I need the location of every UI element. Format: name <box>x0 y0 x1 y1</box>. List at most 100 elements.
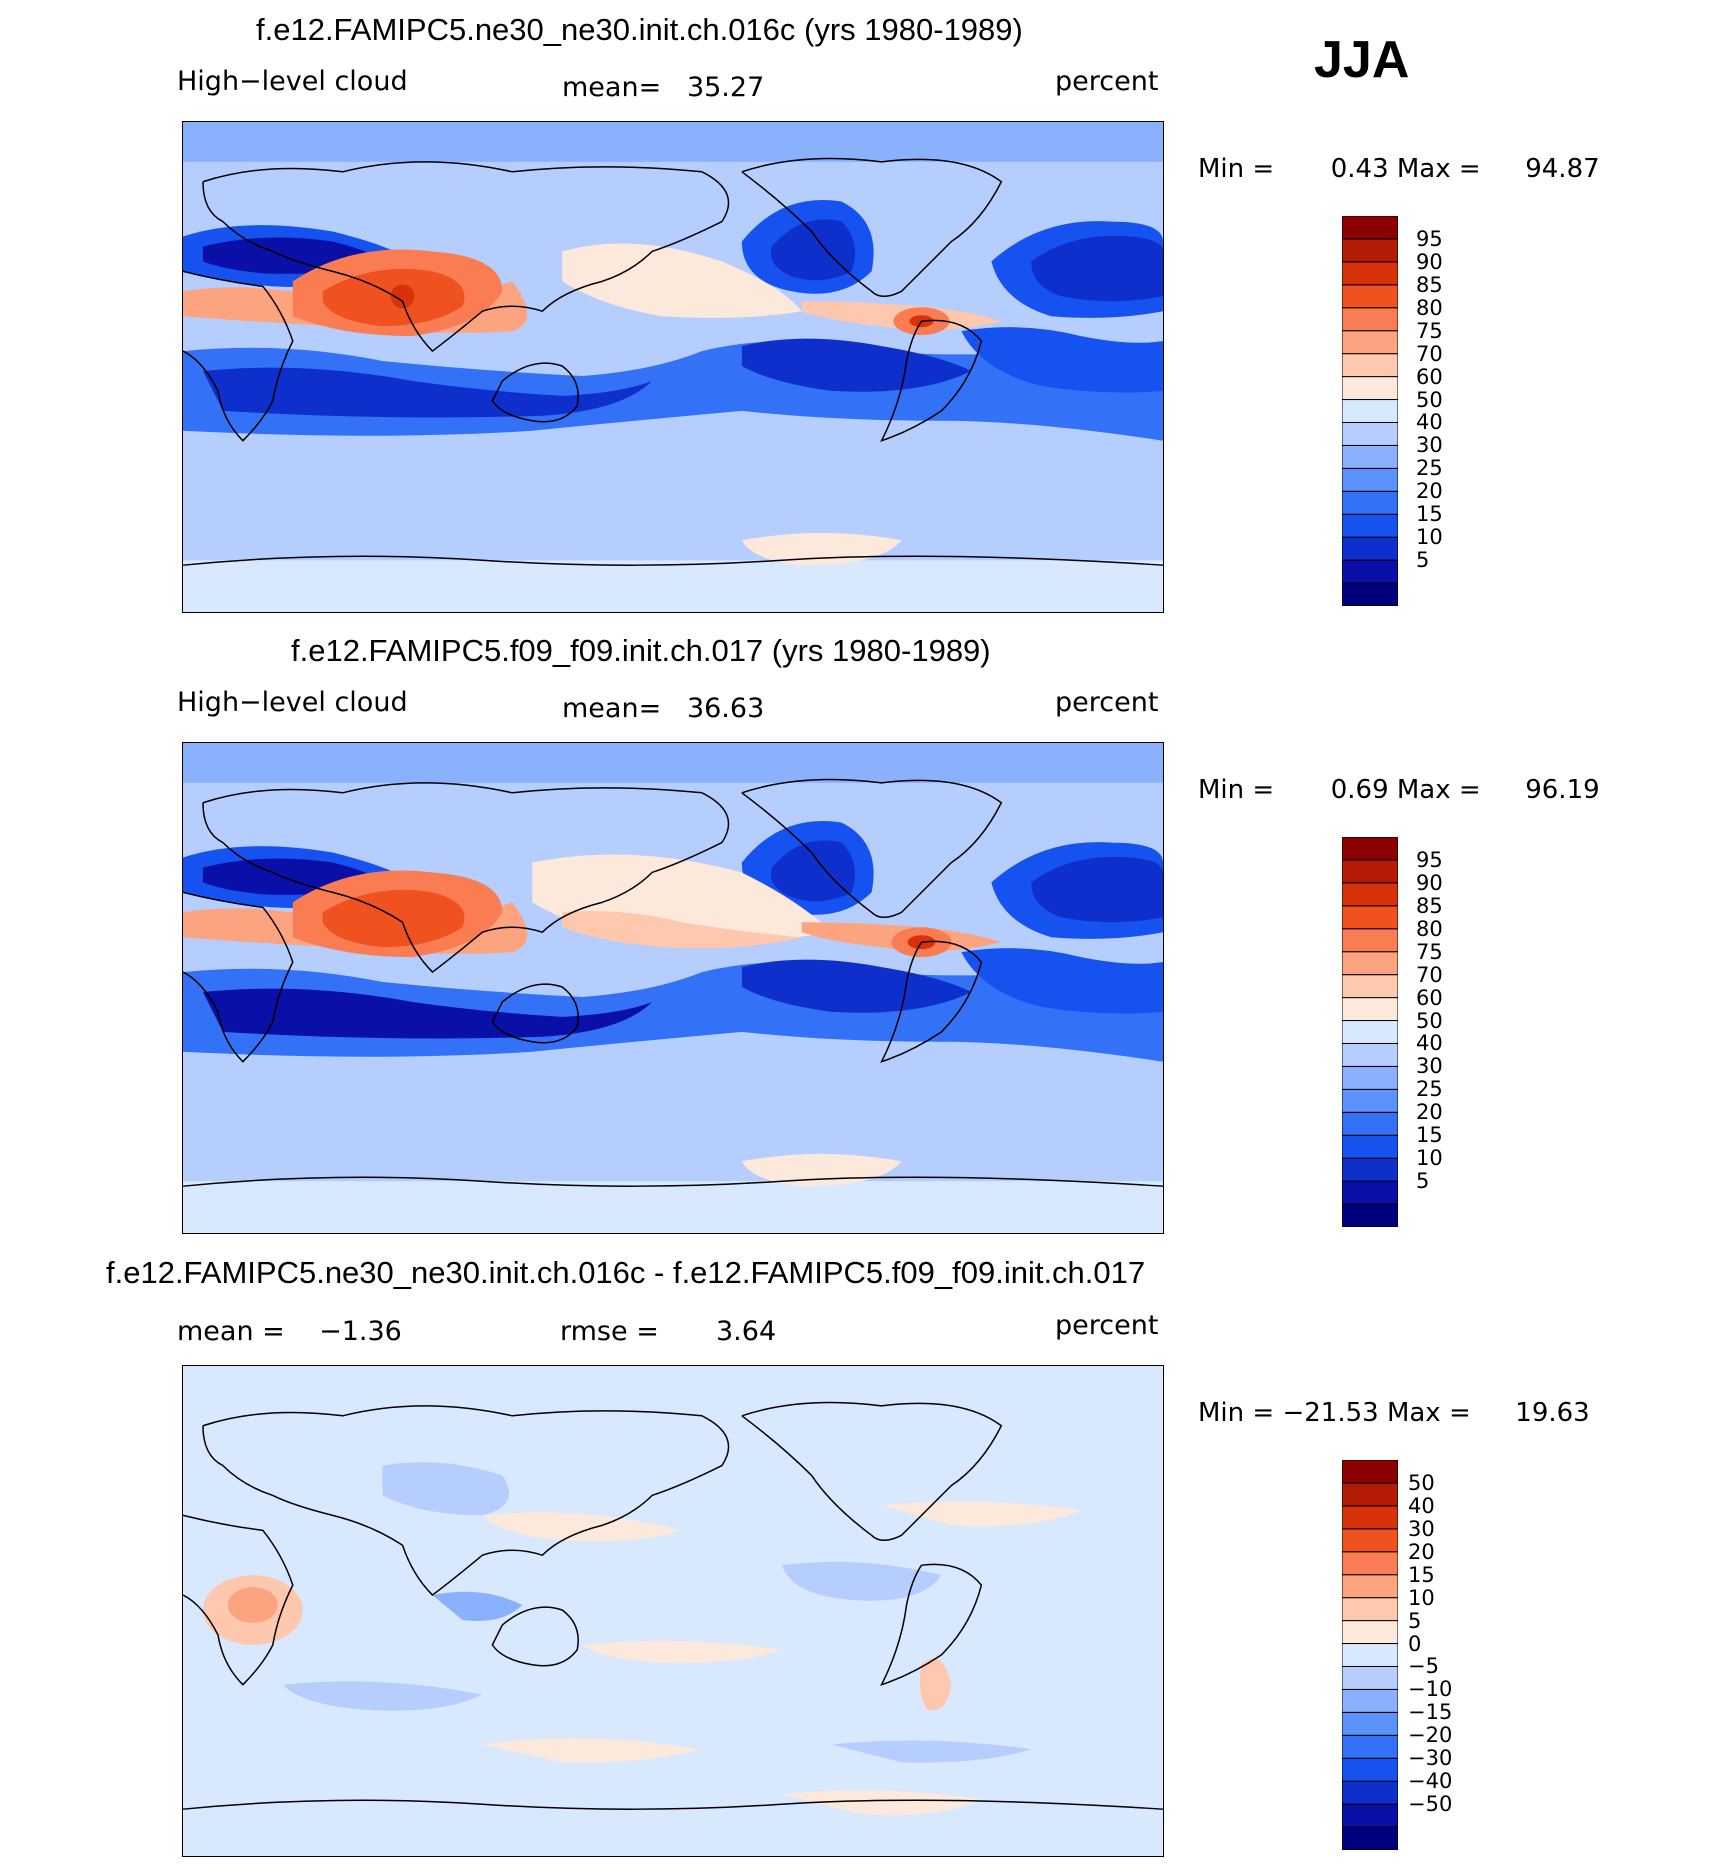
colorbar-swatch <box>1342 513 1398 538</box>
colorbar-swatch <box>1342 1020 1398 1044</box>
panel2-max-value: 96.19 <box>1525 775 1600 805</box>
panel1-colorbar <box>1342 216 1398 606</box>
colorbar-swatch <box>1342 1803 1398 1828</box>
panel1-colorbar-svg <box>1342 216 1398 606</box>
season-label: JJA <box>1314 31 1410 89</box>
colorbar-tick-label: 20 <box>1416 1100 1443 1125</box>
colorbar-swatch <box>1342 859 1398 884</box>
colorbar-tick-label: 20 <box>1408 1539 1435 1564</box>
panel1-variable-label: High−level cloud <box>177 66 408 97</box>
colorbar-swatch <box>1342 928 1398 953</box>
colorbar-tick-label: 85 <box>1416 893 1443 918</box>
panel1-max-label: Max = <box>1396 154 1481 184</box>
colorbar-swatch <box>1342 490 1398 515</box>
colorbar-tick-label: 5 <box>1416 1169 1430 1194</box>
colorbar-swatch <box>1342 1042 1398 1067</box>
colorbar-swatch <box>1342 1065 1398 1090</box>
colorbar-swatch <box>1342 376 1398 401</box>
colorbar-tick-label: 5 <box>1408 1608 1422 1633</box>
panel2-mean-label: mean= <box>562 693 662 724</box>
panel1-minmax: Min = 0.43 Max = 94.87 <box>1198 154 1600 184</box>
panel3-title: f.e12.FAMIPC5.ne30_ne30.init.ch.016c - f… <box>106 1255 1146 1290</box>
colorbar-swatch <box>1342 216 1398 240</box>
colorbar-tick-label: 30 <box>1408 1516 1435 1541</box>
colorbar-swatch <box>1342 1134 1398 1159</box>
colorbar-swatch <box>1342 974 1398 999</box>
colorbar-tick-label: 40 <box>1408 1493 1435 1518</box>
colorbar-swatch <box>1342 1574 1398 1599</box>
colorbar-tick-label: −20 <box>1408 1723 1453 1748</box>
colorbar-swatch <box>1342 1157 1398 1182</box>
colorbar-swatch <box>1342 1780 1398 1805</box>
colorbar-swatch <box>1342 444 1398 469</box>
colorbar-swatch <box>1342 261 1398 286</box>
colorbar-tick-label: 10 <box>1416 1146 1443 1171</box>
colorbar-swatch <box>1342 905 1398 930</box>
colorbar-tick-label: 10 <box>1416 525 1443 550</box>
colorbar-tick-label: −15 <box>1408 1700 1453 1725</box>
colorbar-tick-label: 60 <box>1416 985 1443 1010</box>
colorbar-tick-label: 30 <box>1416 1054 1443 1079</box>
panel1-min-label: Min = <box>1198 154 1275 184</box>
colorbar-swatch <box>1342 238 1398 263</box>
colorbar-tick-label: 80 <box>1416 916 1443 941</box>
panel1-mean-value: 35.27 <box>686 72 765 103</box>
panel2-mean-value: 36.63 <box>686 693 765 724</box>
colorbar-tick-label: 85 <box>1416 272 1443 297</box>
panel2-min-value: 0.69 <box>1330 775 1389 805</box>
colorbar-tick-label: 0 <box>1408 1631 1422 1656</box>
colorbar-tick-label: 25 <box>1416 1077 1443 1102</box>
colorbar-swatch <box>1342 536 1398 561</box>
colorbar-swatch <box>1342 1088 1398 1113</box>
colorbar-tick-label: 40 <box>1416 410 1443 435</box>
colorbar-tick-label: 5 <box>1416 548 1430 573</box>
colorbar-swatch <box>1342 330 1398 355</box>
colorbar-swatch <box>1342 1482 1398 1507</box>
panel3-mean: mean = −1.36 <box>177 1316 402 1347</box>
panel1-map <box>182 121 1164 613</box>
colorbar-tick-label: 60 <box>1416 364 1443 389</box>
colorbar-tick-label: 70 <box>1416 962 1443 987</box>
colorbar-tick-label: 80 <box>1416 295 1443 320</box>
panel2-colorbar-svg <box>1342 837 1398 1227</box>
colorbar-tick-label: 25 <box>1416 456 1443 481</box>
colorbar-swatch <box>1342 1826 1398 1850</box>
panel3-units: percent <box>1055 1310 1159 1341</box>
colorbar-swatch <box>1342 1551 1398 1576</box>
panel3-rmse-label: rmse = <box>560 1316 659 1347</box>
panel3-minmax: Min = −21.53 Max = 19.63 <box>1198 1398 1590 1428</box>
panel3-colorbar <box>1342 1460 1398 1850</box>
panel3-map <box>182 1365 1164 1857</box>
panel2-title: f.e12.FAMIPC5.f09_f09.init.ch.017 (yrs 1… <box>291 633 991 668</box>
panel3-min-label: Min = <box>1198 1398 1275 1428</box>
panel3-colorbar-svg <box>1342 1460 1398 1850</box>
colorbar-tick-label: 95 <box>1416 847 1443 872</box>
panel3-rmse-value: 3.64 <box>716 1316 777 1347</box>
colorbar-tick-label: −5 <box>1408 1654 1439 1679</box>
panel3-max-value: 19.63 <box>1515 1398 1590 1428</box>
colorbar-swatch <box>1342 1597 1398 1622</box>
panel2-mean: mean= 36.63 <box>562 693 764 724</box>
panel3-mean-value: −1.36 <box>319 1316 402 1347</box>
colorbar-tick-label: 15 <box>1416 1123 1443 1148</box>
colorbar-swatch <box>1342 1460 1398 1484</box>
panel1-mean-label: mean= <box>562 72 662 103</box>
panel1-min-value: 0.43 <box>1330 154 1389 184</box>
colorbar-swatch <box>1342 1111 1398 1136</box>
colorbar-swatch <box>1342 1528 1398 1553</box>
colorbar-swatch <box>1342 467 1398 492</box>
colorbar-tick-label: 10 <box>1408 1585 1435 1610</box>
colorbar-swatch <box>1342 882 1398 907</box>
colorbar-swatch <box>1342 1734 1398 1759</box>
colorbar-tick-label: 40 <box>1416 1031 1443 1056</box>
panel2-variable-label: High−level cloud <box>177 687 408 718</box>
colorbar-swatch <box>1342 307 1398 332</box>
panel3-rmse: rmse = 3.64 <box>560 1316 776 1347</box>
colorbar-swatch <box>1342 421 1398 446</box>
colorbar-swatch <box>1342 582 1398 606</box>
colorbar-tick-label: 50 <box>1416 387 1443 412</box>
colorbar-swatch <box>1342 1665 1398 1690</box>
colorbar-swatch <box>1342 951 1398 976</box>
colorbar-swatch <box>1342 1505 1398 1530</box>
colorbar-swatch <box>1342 559 1398 584</box>
